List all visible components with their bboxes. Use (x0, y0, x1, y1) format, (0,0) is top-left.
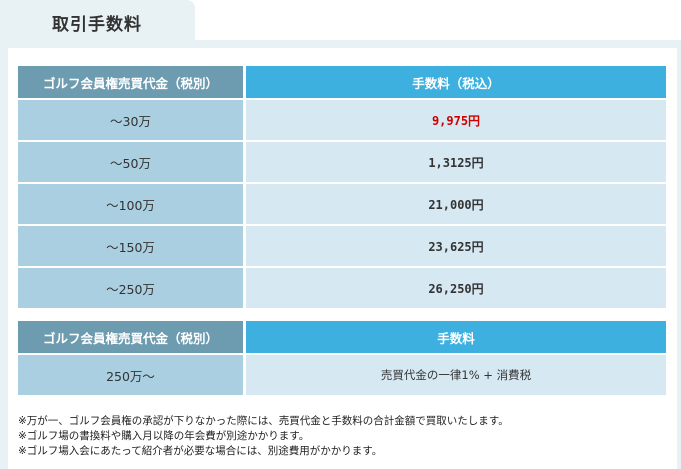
fee-cell: 売買代金の一律1% + 消費税 (246, 353, 666, 395)
price-range-cell: 250万～ (18, 353, 246, 395)
table-row: ～50万 1,3125円 (18, 140, 666, 182)
price-range-cell: ～250万 (18, 266, 246, 308)
fee-cell: 1,3125円 (246, 140, 666, 182)
header-price: ゴルフ会員権売買代金（税別） (18, 66, 246, 98)
table-row: 250万～ 売買代金の一律1% + 消費税 (18, 353, 666, 395)
header-price: ゴルフ会員権売買代金（税別） (18, 321, 246, 353)
price-range-cell: ～50万 (18, 140, 246, 182)
notes: ※万が一、ゴルフ会員権の承認が下りなかった際には、売買代金と手数料の合計金額で買… (18, 414, 509, 459)
table-row: ～100万 21,000円 (18, 182, 666, 224)
section-tab: 取引手数料 (0, 0, 195, 40)
fee-cell: 23,625円 (246, 224, 666, 266)
table-row: ～30万 9,975円 (18, 98, 666, 140)
note-item: ※ゴルフ場入会にあたって紹介者が必要な場合には、別途費用がかかります。 (18, 445, 383, 457)
note-item: ※ゴルフ場の書換料や購入月以降の年会費が別途かかります。 (18, 430, 310, 442)
table-header-row: ゴルフ会員権売買代金（税別） 手数料（税込） (18, 66, 666, 98)
table-header-row: ゴルフ会員権売買代金（税別） 手数料 (18, 321, 666, 353)
fee-cell: 9,975円 (246, 98, 666, 140)
header-fee: 手数料 (246, 321, 666, 353)
fee-cell: 26,250円 (246, 266, 666, 308)
note-item: ※万が一、ゴルフ会員権の承認が下りなかった際には、売買代金と手数料の合計金額で買… (18, 415, 509, 427)
price-range-cell: ～100万 (18, 182, 246, 224)
table-row: ～150万 23,625円 (18, 224, 666, 266)
price-range-cell: ～30万 (18, 98, 246, 140)
fee-cell: 21,000円 (246, 182, 666, 224)
fee-table: ゴルフ会員権売買代金（税別） 手数料（税込） ～30万 9,975円 ～50万 … (18, 66, 666, 308)
header-fee: 手数料（税込） (246, 66, 666, 98)
table-row: ～250万 26,250円 (18, 266, 666, 308)
fee-table-large: ゴルフ会員権売買代金（税別） 手数料 250万～ 売買代金の一律1% + 消費税 (18, 321, 666, 395)
price-range-cell: ～150万 (18, 224, 246, 266)
page-title: 取引手数料 (52, 15, 142, 35)
